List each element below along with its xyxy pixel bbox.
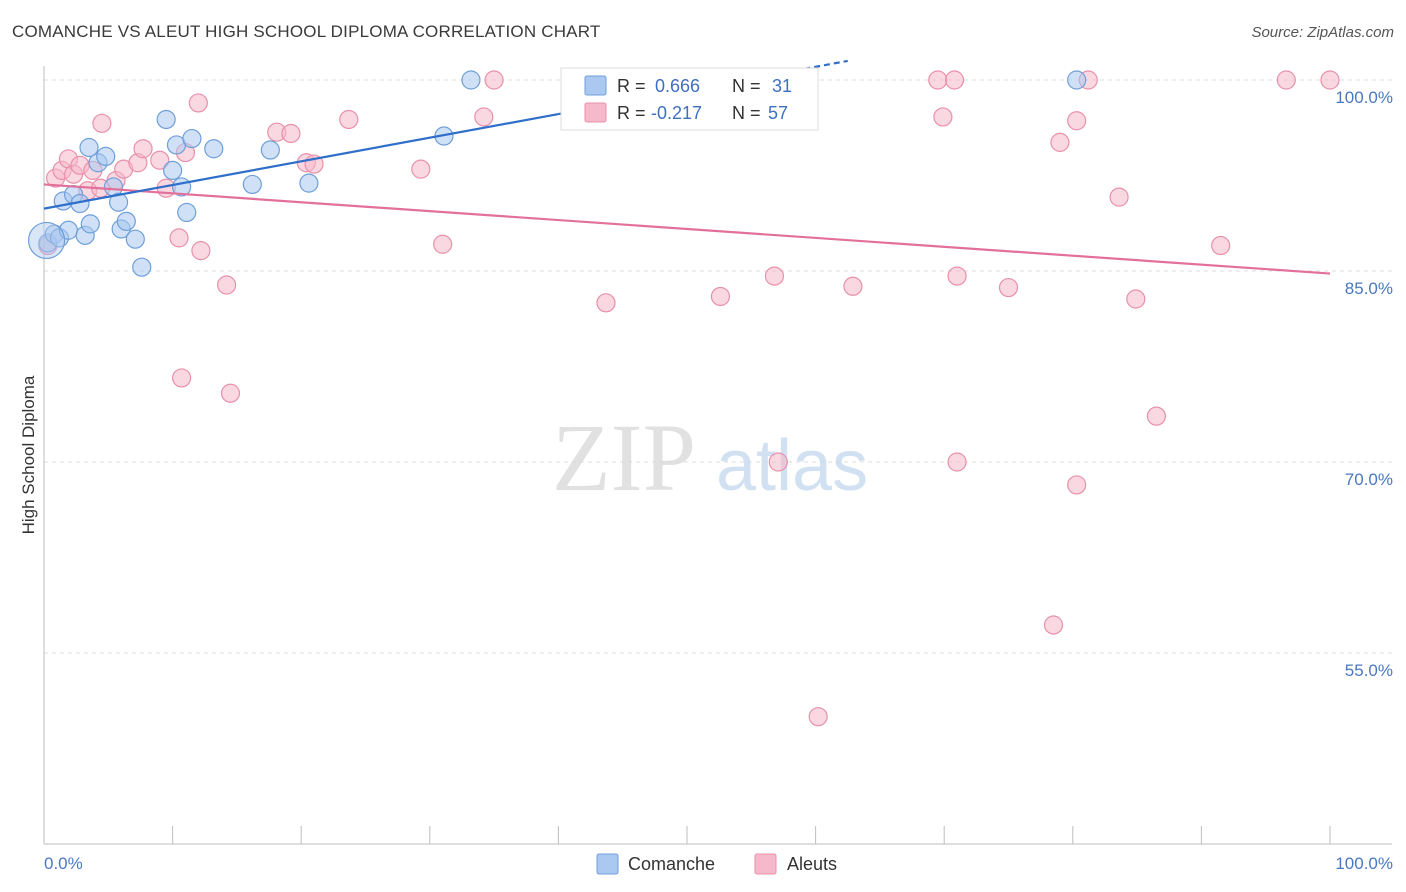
- aleuts-point: [710, 286, 731, 307]
- stats-legend: R = 0.666 N = 31 R = -0.217 N = 57: [560, 67, 819, 131]
- aleuts-point: [150, 150, 170, 170]
- comanche-point: [242, 174, 262, 195]
- comanche-point: [461, 70, 481, 90]
- aleuts-point: [808, 707, 828, 727]
- legend-swatch-comanche: [584, 75, 607, 96]
- aleuts-point: [339, 109, 359, 130]
- source-credit: Source: ZipAtlas.com: [1251, 24, 1394, 41]
- aleuts-point: [1109, 187, 1129, 207]
- y-axis-label: High School Diploma: [19, 375, 38, 534]
- aleuts-point: [928, 70, 948, 90]
- comanche-n-label: N =: [732, 76, 761, 96]
- series-legend: Comanche Aleuts: [596, 853, 837, 875]
- legend-label-comanche: Comanche: [628, 854, 715, 874]
- aleuts-point: [596, 293, 616, 313]
- aleuts-point: [474, 107, 494, 127]
- comanche-point: [132, 257, 152, 277]
- chart-title: COMANCHE VS ALEUT HIGH SCHOOL DIPLOMA CO…: [12, 22, 601, 41]
- comanche-point: [177, 202, 197, 223]
- aleuts-point: [1043, 615, 1064, 635]
- comanche-point: [156, 109, 176, 130]
- aleuts-point: [1126, 289, 1146, 309]
- aleuts-point: [764, 266, 785, 286]
- aleuts-point: [188, 93, 208, 113]
- watermark: ZIP atlas: [552, 404, 868, 511]
- x-tick-label: 100.0%: [1335, 854, 1393, 873]
- aleuts-point: [169, 228, 189, 248]
- y-tick-label: 70.0%: [1345, 470, 1393, 489]
- series-aleuts-points: [38, 70, 1340, 727]
- y-tick-label: 55.0%: [1345, 661, 1393, 680]
- series-comanche-points: [27, 70, 1087, 277]
- aleuts-n-label: N =: [732, 103, 761, 123]
- tick-labels: 55.0% 70.0% 85.0% 100.0% 0.0% 100.0%: [44, 88, 1393, 873]
- legend-swatch-aleuts: [584, 102, 607, 123]
- comanche-point: [1067, 70, 1087, 90]
- aleuts-point: [281, 123, 301, 144]
- comanche-point: [27, 221, 66, 260]
- legend-bottom-swatch-comanche: [596, 853, 619, 875]
- aleuts-trend-line: [43, 183, 1331, 275]
- x-tick-label: 0.0%: [44, 854, 83, 873]
- aleuts-r-label: R =: [617, 103, 646, 123]
- comanche-point: [299, 173, 319, 193]
- comanche-r-label: R =: [617, 76, 646, 96]
- comanche-point: [108, 192, 129, 212]
- aleuts-point: [1067, 111, 1087, 131]
- comanche-point: [96, 146, 116, 166]
- aleuts-point: [433, 234, 453, 254]
- aleuts-point: [484, 70, 504, 90]
- comanche-point: [125, 229, 145, 249]
- grid-lines: [44, 79, 1392, 654]
- axes: [43, 66, 1392, 845]
- aleuts-point: [998, 277, 1019, 298]
- comanche-r-value: 0.666: [655, 76, 700, 96]
- aleuts-point: [92, 113, 112, 133]
- aleuts-point: [947, 266, 967, 286]
- aleuts-point: [1276, 70, 1296, 90]
- legend-bottom-swatch-aleuts: [754, 853, 777, 875]
- comanche-point: [163, 160, 183, 181]
- comanche-point: [79, 137, 99, 158]
- watermark-atlas: atlas: [716, 426, 868, 506]
- aleuts-point: [133, 139, 153, 159]
- comanche-point: [204, 139, 224, 159]
- aleuts-point: [843, 276, 863, 296]
- aleuts-point: [217, 275, 237, 295]
- aleuts-point: [944, 70, 965, 90]
- aleuts-point: [1211, 235, 1231, 256]
- comanche-point: [260, 140, 280, 160]
- legend-label-aleuts: Aleuts: [787, 854, 837, 874]
- comanche-point: [182, 128, 202, 149]
- aleuts-point: [220, 383, 241, 403]
- comanche-n-value: 31: [772, 76, 792, 96]
- comanche-point: [80, 214, 100, 234]
- aleuts-point: [947, 452, 967, 472]
- aleuts-point: [172, 368, 192, 388]
- aleuts-point: [933, 107, 953, 127]
- watermark-zip: ZIP: [552, 404, 696, 511]
- aleuts-point: [1146, 406, 1166, 426]
- aleuts-r-value: -0.217: [651, 103, 702, 123]
- aleuts-point: [1050, 132, 1070, 152]
- aleuts-point: [411, 159, 431, 179]
- comanche-trend-line: [43, 112, 559, 210]
- y-tick-label: 100.0%: [1335, 88, 1393, 107]
- comanche-point: [116, 211, 136, 231]
- aleuts-point: [1320, 70, 1340, 90]
- aleuts-point: [191, 241, 211, 261]
- aleuts-n-value: 57: [768, 103, 788, 123]
- aleuts-point: [1067, 475, 1087, 495]
- y-tick-label: 85.0%: [1345, 279, 1393, 298]
- aleuts-point: [768, 452, 788, 472]
